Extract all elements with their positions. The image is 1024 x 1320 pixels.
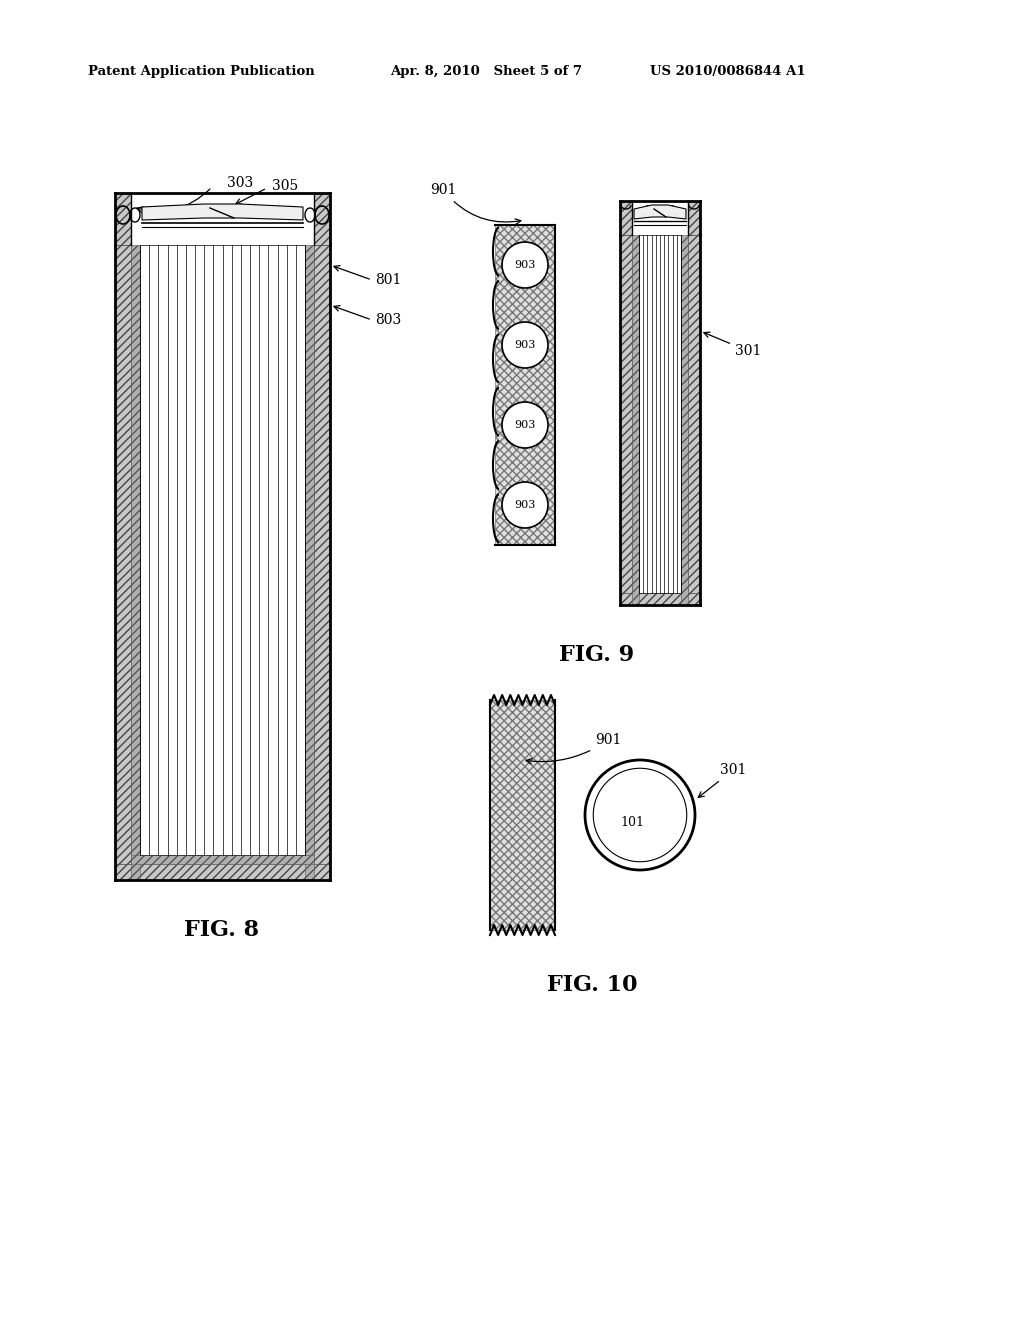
Text: 903: 903 [514,500,536,510]
Text: Patent Application Publication: Patent Application Publication [88,66,314,78]
Bar [681,235,688,605]
Bar [314,193,330,246]
Circle shape [585,760,695,870]
Circle shape [502,403,548,447]
Circle shape [593,768,687,862]
Text: 303: 303 [227,176,253,190]
Bar [639,235,681,593]
Text: 803: 803 [375,313,401,327]
Bar [490,700,555,931]
Text: 901: 901 [526,733,622,764]
Text: 301: 301 [703,333,762,358]
Bar [115,865,330,880]
Text: 801: 801 [375,273,401,286]
Text: 903: 903 [514,420,536,430]
Text: FIG. 9: FIG. 9 [559,644,635,667]
Polygon shape [142,205,303,220]
Bar [140,246,305,855]
Bar [115,246,131,880]
Bar [495,224,555,545]
Circle shape [502,322,548,368]
Text: 101: 101 [620,817,644,829]
Text: FIG. 10: FIG. 10 [547,974,637,997]
Bar [688,235,700,605]
Bar [620,593,700,605]
Bar [131,246,140,880]
Text: FIG. 8: FIG. 8 [184,919,259,941]
Text: US 2010/0086844 A1: US 2010/0086844 A1 [650,66,806,78]
Bar [115,193,131,246]
Text: Apr. 8, 2010   Sheet 5 of 7: Apr. 8, 2010 Sheet 5 of 7 [390,66,582,78]
Bar [632,235,639,605]
Bar [620,201,632,235]
Bar [131,855,314,865]
Text: 305: 305 [272,180,298,193]
Text: 901: 901 [430,183,521,224]
Text: 301: 301 [698,763,746,797]
Text: 903: 903 [514,260,536,271]
Polygon shape [634,205,686,219]
Bar [688,201,700,235]
Bar [314,246,330,880]
Circle shape [502,242,548,288]
Text: 903: 903 [514,341,536,350]
Bar [620,235,632,605]
Circle shape [502,482,548,528]
Bar [305,246,314,880]
